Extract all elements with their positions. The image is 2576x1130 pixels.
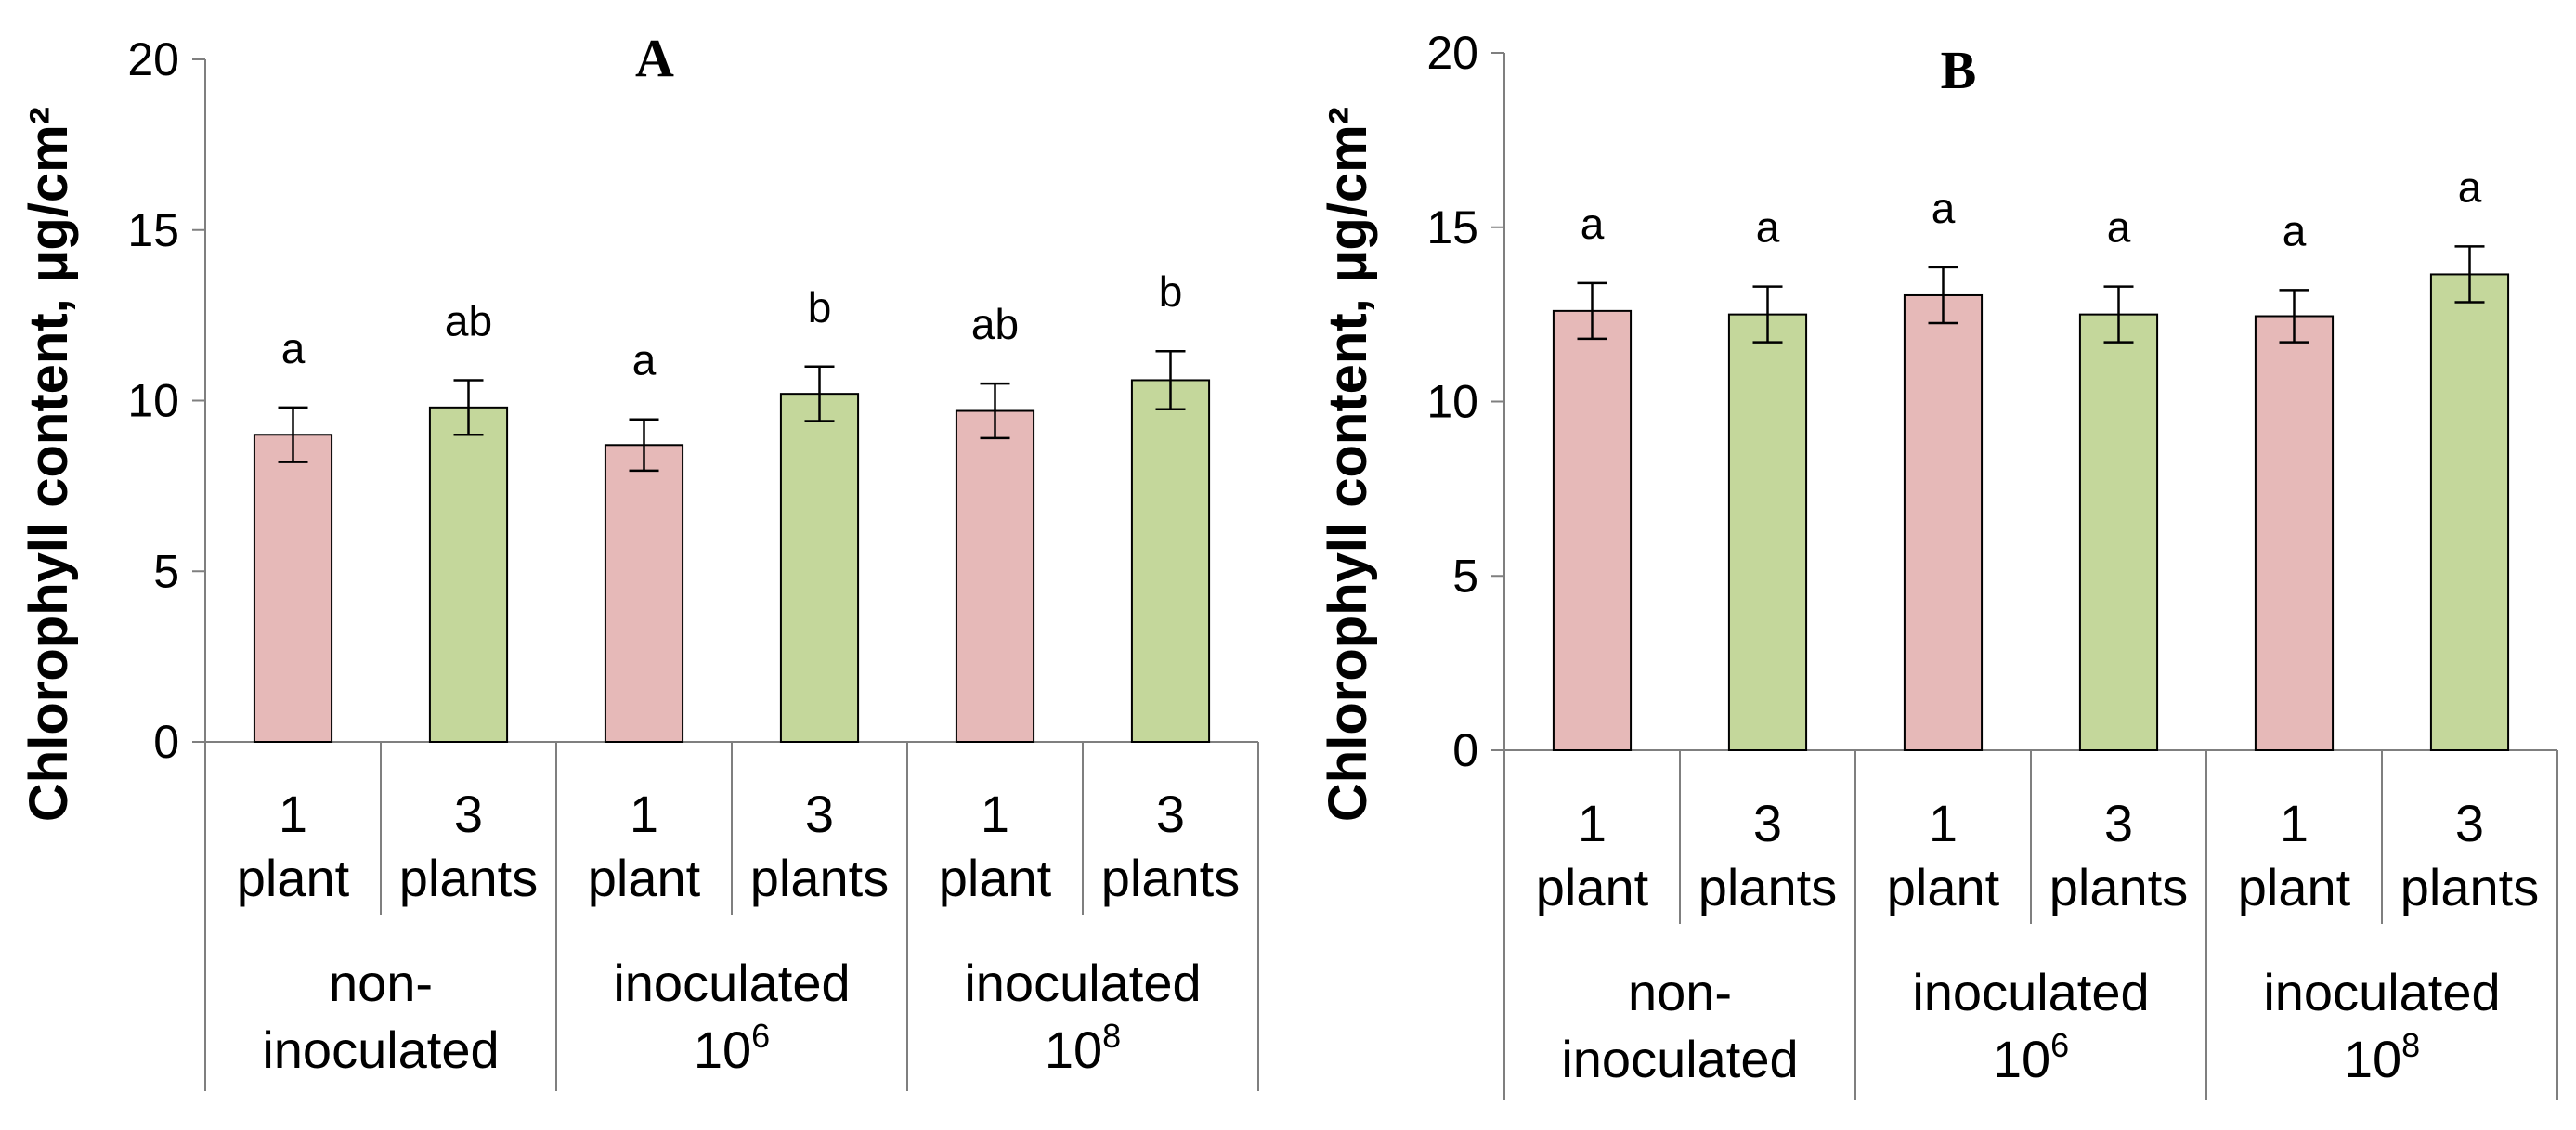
chart-a-category-label-count: 1 bbox=[279, 785, 307, 843]
chart-a-significance-label: a bbox=[281, 324, 306, 372]
chart-b-group-label-base: inoculated bbox=[1561, 1030, 1798, 1088]
chart-b-category-label-unit: plants bbox=[1698, 858, 1837, 916]
chart-b-y-tick-label: 5 bbox=[1452, 550, 1478, 602]
chart-b-title: B bbox=[1941, 40, 1977, 100]
chart-b-bar bbox=[1903, 293, 1984, 751]
chart-a-significance-label: b bbox=[1159, 267, 1183, 316]
chart-a-bar bbox=[253, 434, 333, 743]
chart-b-group-label-line1: non- bbox=[1628, 963, 1732, 1021]
chart-a-group-label-exponent: 6 bbox=[751, 1017, 770, 1055]
chart-b-bar bbox=[2254, 315, 2335, 751]
chart-b-category-label-unit: plant bbox=[1536, 858, 1649, 916]
chart-a-category-label-unit: plant bbox=[237, 849, 350, 907]
chart-a-title: A bbox=[635, 28, 674, 88]
chart-b-significance-label: a bbox=[1756, 203, 1780, 252]
chart-a-bar bbox=[779, 393, 860, 743]
chart-b-group-label-line2: 106 bbox=[1993, 1026, 2069, 1088]
chart-b-category-label-count: 1 bbox=[1578, 794, 1607, 852]
chart-a-group-label-line2: 106 bbox=[694, 1017, 770, 1079]
chart-b-group-label-line1: inoculated bbox=[1912, 963, 2149, 1021]
chart-a-group-label-line2: inoculated bbox=[262, 1020, 499, 1079]
chart-a-category-label-unit: plant bbox=[588, 849, 701, 907]
chart-a-group-label-exponent: 8 bbox=[1102, 1017, 1121, 1055]
chart-a-y-tick-label: 5 bbox=[153, 545, 179, 597]
chart-a-y-tick-label: 15 bbox=[127, 204, 179, 256]
chart-b-category-label-count: 1 bbox=[1929, 794, 1958, 852]
chart-b-significance-label: a bbox=[2107, 203, 2131, 252]
chart-a-y-axis-label: Chlorophyll content, μg/cm² bbox=[19, 107, 79, 822]
chart-b-group-label-line1: inoculated bbox=[2263, 963, 2500, 1021]
chart-a-group-label-base: inoculated bbox=[262, 1020, 499, 1079]
chart-a-significance-label: ab bbox=[445, 296, 492, 344]
chart-a-category-label-count: 3 bbox=[454, 785, 483, 843]
chart-a-y-tick-label: 10 bbox=[127, 375, 179, 427]
chart-b-category-label-count: 3 bbox=[2104, 794, 2133, 852]
chart-a-bar bbox=[955, 409, 1035, 743]
chart-b-category-label-count: 1 bbox=[2280, 794, 2309, 852]
chart-b-group-label-line2: inoculated bbox=[1561, 1030, 1798, 1088]
chart-b-significance-label: a bbox=[1581, 200, 1605, 248]
chart-b-svg: 0 5 10 15 20 a a a a a a 1 plant 3 plants 1 plant 3 plants… bbox=[1318, 27, 2558, 1100]
chart-a-group-label-line1: non- bbox=[329, 954, 433, 1012]
chart-a-significance-label: b bbox=[808, 283, 832, 331]
chart-b-y-tick-label: 20 bbox=[1426, 27, 1478, 79]
chart-a-category-label-count: 1 bbox=[981, 785, 1009, 843]
chart-a-category-label-unit: plant bbox=[939, 849, 1052, 907]
chart-b-bar bbox=[1552, 309, 1633, 751]
chart-b-bar bbox=[1727, 313, 1808, 751]
chart-a-group-label-base: 10 bbox=[1045, 1020, 1102, 1079]
chart-a-group-label-base: 10 bbox=[694, 1020, 751, 1079]
chart-b-y-tick-label: 0 bbox=[1452, 724, 1478, 776]
chart-b-category-label-count: 3 bbox=[2455, 794, 2484, 852]
chart-b-y-tick-label: 10 bbox=[1426, 376, 1478, 428]
chart-b-y-axis-label: Chlorophyll content, μg/cm² bbox=[1318, 107, 1378, 822]
chart-b-group-label-line2: 108 bbox=[2344, 1026, 2420, 1088]
chart-a-y-tick-label: 0 bbox=[153, 716, 179, 768]
chart-a-category-label-count: 3 bbox=[1156, 785, 1185, 843]
chart-b-group-label-base: 10 bbox=[1993, 1030, 2050, 1088]
chart-a-category-label-count: 3 bbox=[805, 785, 834, 843]
chart-a-group-label-line2: 108 bbox=[1045, 1017, 1121, 1079]
chart-a-bar bbox=[1130, 379, 1211, 743]
chart-a-category-label-unit: plants bbox=[1101, 849, 1240, 907]
chart-a-bar bbox=[428, 406, 509, 743]
chart-a-category-label-unit: plants bbox=[750, 849, 889, 907]
chart-b-category-label-unit: plants bbox=[2400, 858, 2539, 916]
chart-b-significance-label: a bbox=[2283, 206, 2307, 254]
chart-panel-a: 0 5 10 15 20 a ab a b ab b 1 plant 3 plants 1 plant 3 plan… bbox=[19, 28, 1259, 1091]
chart-a-significance-label: ab bbox=[971, 300, 1019, 348]
chart-a-category-label-count: 1 bbox=[630, 785, 658, 843]
chart-b-group-label-exponent: 8 bbox=[2401, 1026, 2420, 1064]
chart-b-bar bbox=[2078, 313, 2159, 751]
chart-a-significance-label: a bbox=[632, 336, 657, 384]
chart-b-y-tick-label: 15 bbox=[1426, 201, 1478, 253]
chart-b-category-label-unit: plant bbox=[2238, 858, 2351, 916]
chart-b-group-label-base: 10 bbox=[2344, 1030, 2401, 1088]
chart-b-category-label-unit: plant bbox=[1887, 858, 2000, 916]
chart-b-significance-label: a bbox=[2458, 162, 2482, 211]
chart-b-category-label-unit: plants bbox=[2049, 858, 2188, 916]
chart-a-group-label-line1: inoculated bbox=[613, 954, 850, 1012]
chart-a-category-label-unit: plants bbox=[399, 849, 538, 907]
chart-b-category-label-count: 3 bbox=[1753, 794, 1782, 852]
chart-a-y-tick-label: 20 bbox=[127, 33, 179, 85]
chart-b-bar bbox=[2429, 273, 2510, 751]
chart-a-group-label-line1: inoculated bbox=[964, 954, 1201, 1012]
chart-panel-b: 0 5 10 15 20 a a a a a a 1 plant 3 plants 1 plant 3 plants… bbox=[1288, 0, 2576, 1130]
chart-b-significance-label: a bbox=[1932, 184, 1956, 232]
chart-a-bar bbox=[604, 444, 684, 743]
chart-b-group-label-exponent: 6 bbox=[2050, 1026, 2069, 1064]
